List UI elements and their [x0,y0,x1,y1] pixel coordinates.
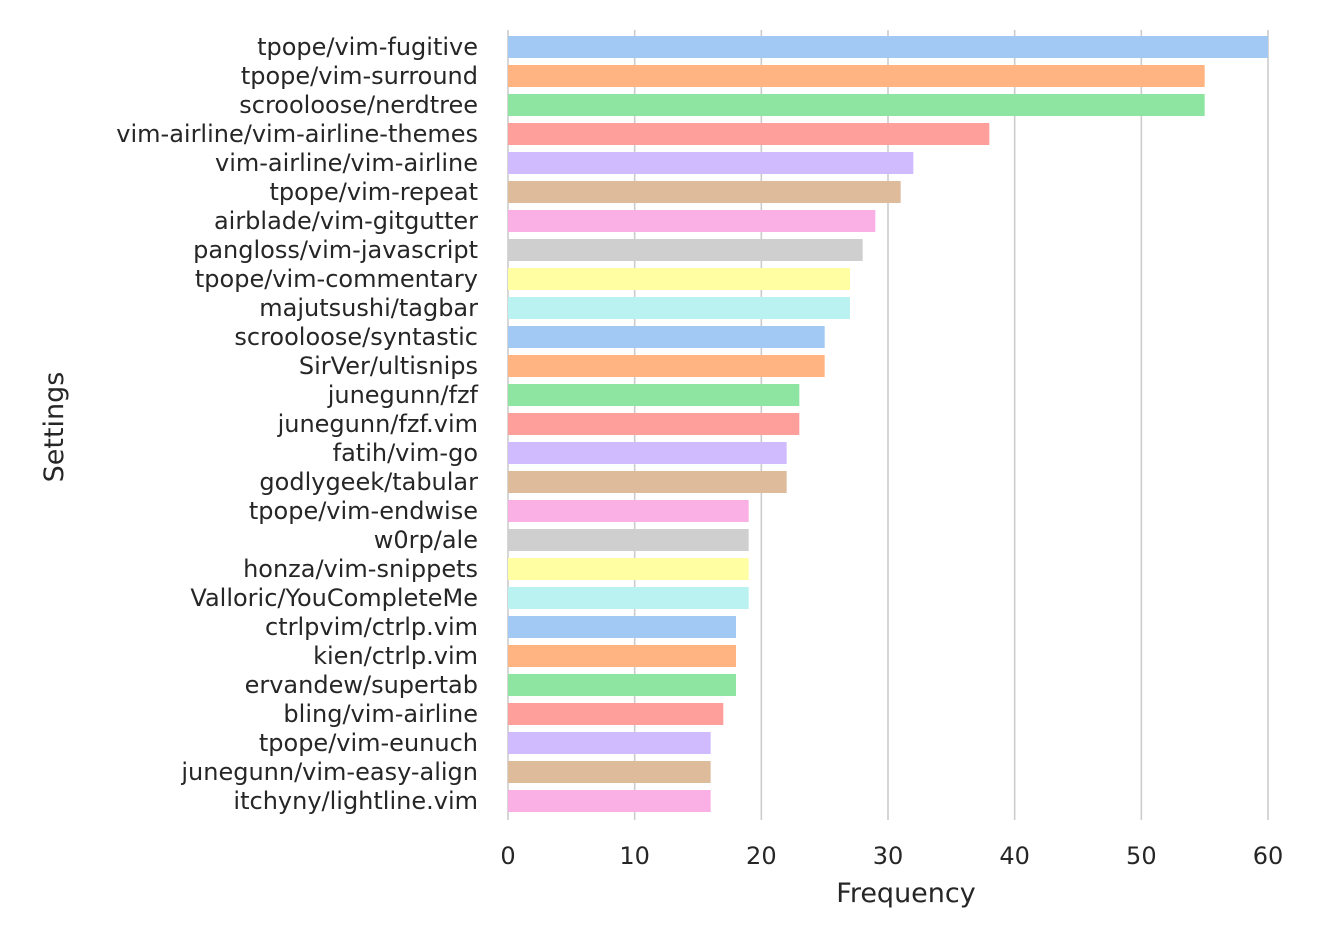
category-label: junegunn/fzf [327,381,479,409]
y-axis-title: Settings [39,372,70,483]
x-tick-label: 30 [873,842,904,870]
bar-21 [508,645,736,667]
bar-18 [508,558,749,580]
bar-26 [508,790,711,812]
bar-13 [508,413,800,435]
category-label: tpope/vim-eunuch [259,729,478,757]
category-label: junegunn/fzf.vim [277,410,478,438]
category-label: airblade/vim-gitgutter [214,207,478,235]
x-axis-title: Frequency [836,878,976,909]
category-label: godlygeek/tabular [259,468,478,496]
bar-25 [508,761,711,783]
bar-12 [508,384,800,406]
category-label: vim-airline/vim-airline-themes [116,120,478,148]
bars [508,36,1268,812]
bar-3 [508,123,990,145]
category-label: itchyny/lightline.vim [233,787,478,815]
category-label: SirVer/ultisnips [299,352,478,380]
bar-14 [508,442,787,464]
category-label: pangloss/vim-javascript [193,236,478,264]
bar-7 [508,239,863,261]
bar-20 [508,616,736,638]
category-label: tpope/vim-repeat [269,178,478,206]
bar-22 [508,674,736,696]
bar-6 [508,210,876,232]
x-tick-label: 10 [619,842,650,870]
category-label: tpope/vim-commentary [195,265,478,293]
bar-8 [508,268,850,290]
category-label: ervandew/supertab [245,671,478,699]
category-label: tpope/vim-endwise [249,497,478,525]
bar-16 [508,500,749,522]
bar-4 [508,152,914,174]
bar-2 [508,94,1205,116]
category-label: tpope/vim-surround [241,62,478,90]
category-label: honza/vim-snippets [243,555,478,583]
x-tick-label: 20 [746,842,777,870]
category-label: vim-airline/vim-airline [215,149,478,177]
bar-15 [508,471,787,493]
x-tick-label: 50 [1126,842,1157,870]
category-label: ctrlpvim/ctrlp.vim [265,613,478,641]
category-label: fatih/vim-go [333,439,478,467]
x-tick-labels: 0 10 20 30 40 50 60 [500,842,1283,870]
category-label: scrooloose/nerdtree [239,91,478,119]
category-label: Valloric/YouCompleteMe [190,584,478,612]
bar-19 [508,587,749,609]
bar-5 [508,181,901,203]
bar-9 [508,297,850,319]
x-tick-label: 60 [1253,842,1284,870]
category-label: majutsushi/tagbar [259,294,478,322]
x-tick-label: 40 [999,842,1030,870]
bar-0 [508,36,1268,58]
bar-11 [508,355,825,377]
bar-24 [508,732,711,754]
category-label: kien/ctrlp.vim [313,642,478,670]
category-label: w0rp/ale [374,526,478,554]
bar-23 [508,703,724,725]
category-labels: tpope/vim-fugitivetpope/vim-surroundscro… [116,33,478,815]
category-label: junegunn/vim-easy-align [180,758,478,786]
bar-1 [508,65,1205,87]
category-label: scrooloose/syntastic [234,323,478,351]
category-label: tpope/vim-fugitive [257,33,478,61]
bar-17 [508,529,749,551]
category-label: bling/vim-airline [283,700,478,728]
x-tick-label: 0 [500,842,515,870]
bar-10 [508,326,825,348]
